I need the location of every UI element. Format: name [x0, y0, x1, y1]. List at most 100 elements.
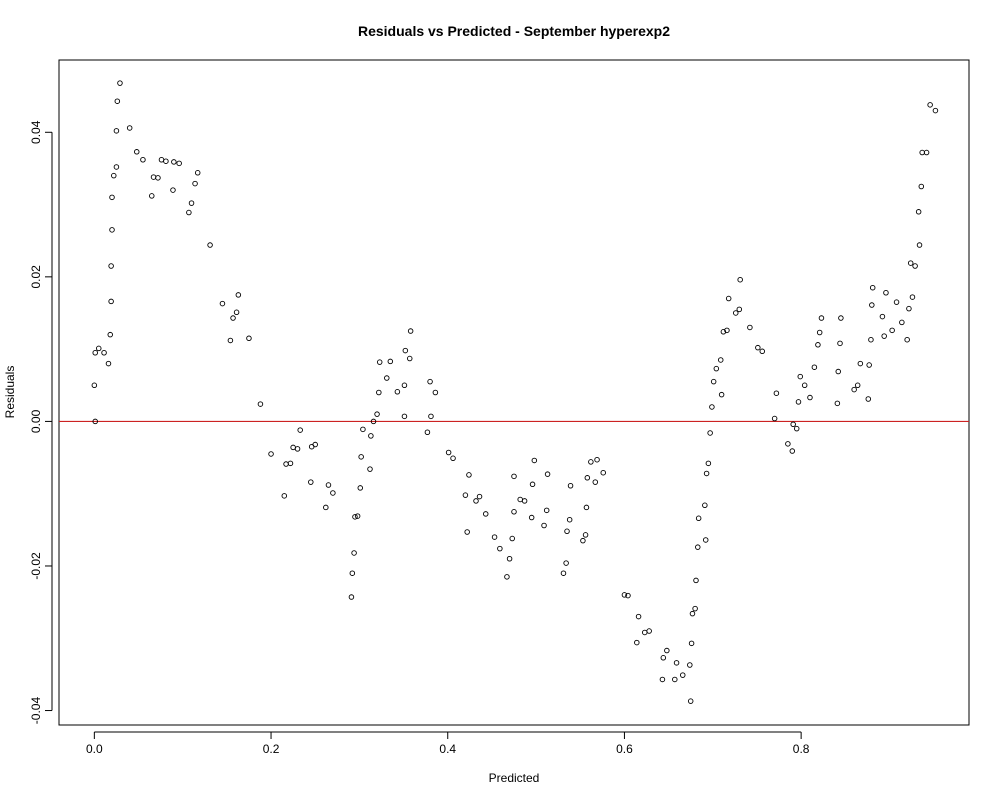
data-point: [107, 331, 113, 338]
data-point: [283, 461, 289, 467]
data-point: [445, 449, 452, 456]
data-point: [815, 342, 821, 348]
data-point: [785, 441, 791, 447]
data-point: [795, 399, 802, 405]
y-tick-label: -0.04: [29, 697, 43, 725]
data-point: [801, 382, 808, 389]
data-point: [511, 509, 517, 515]
data-point: [509, 535, 515, 542]
data-point: [541, 522, 547, 529]
x-tick-label: 0.2: [263, 742, 280, 756]
data-point: [155, 175, 161, 181]
data-point: [835, 368, 841, 375]
data-point: [370, 418, 377, 425]
data-point: [358, 454, 364, 460]
data-point: [889, 327, 895, 334]
data-point: [354, 513, 361, 519]
data-point: [672, 676, 678, 683]
data-point: [394, 389, 401, 395]
data-point: [566, 516, 573, 523]
data-point: [709, 404, 715, 410]
data-points: [91, 80, 939, 704]
data-point: [893, 299, 900, 305]
data-point: [529, 481, 536, 488]
data-point: [594, 456, 600, 463]
data-point: [659, 676, 666, 683]
data-point: [688, 640, 695, 647]
data-point: [635, 613, 642, 620]
x-tick-label: 0.4: [439, 742, 456, 756]
data-point: [755, 344, 761, 351]
data-point: [171, 159, 177, 165]
data-point: [904, 336, 910, 343]
data-point: [308, 479, 314, 485]
data-point: [932, 107, 939, 114]
data-point: [170, 187, 176, 193]
data-point: [323, 504, 329, 511]
data-point: [176, 160, 182, 167]
data-point: [705, 460, 712, 467]
data-point: [351, 550, 357, 556]
data-point: [133, 149, 140, 155]
data-point: [349, 570, 356, 576]
data-point: [528, 514, 535, 521]
data-point: [290, 444, 296, 451]
data-point: [687, 698, 694, 704]
data-point: [851, 386, 857, 393]
data-point: [268, 451, 274, 457]
data-point: [113, 164, 120, 170]
data-point: [724, 327, 730, 334]
y-axis-label: Residuals: [3, 366, 17, 419]
data-point: [838, 315, 844, 321]
data-point: [679, 672, 686, 678]
data-point: [521, 498, 528, 504]
data-point: [402, 347, 409, 354]
data-point: [881, 333, 887, 339]
data-point: [580, 537, 586, 544]
data-point: [126, 125, 133, 131]
x-axis: 0.0 0.2 0.4 0.6 0.8: [86, 731, 810, 756]
data-point: [543, 507, 550, 514]
data-point: [287, 460, 294, 467]
data-point: [912, 263, 918, 269]
data-point: [432, 389, 439, 396]
data-point: [407, 328, 414, 334]
data-point: [866, 362, 872, 368]
chart-title: Residuals vs Predicted - September hyper…: [358, 23, 670, 39]
data-point: [915, 209, 922, 215]
data-point: [92, 349, 98, 356]
data-point: [111, 172, 117, 179]
data-point: [149, 193, 155, 199]
data-point: [109, 227, 115, 233]
data-point: [725, 295, 732, 302]
data-point: [427, 378, 433, 385]
data-point: [108, 263, 114, 269]
data-point: [927, 102, 933, 108]
data-point: [482, 511, 489, 517]
y-tick-label: 0.00: [29, 409, 43, 433]
data-point: [664, 647, 670, 654]
data-point: [642, 629, 648, 636]
data-point: [906, 305, 912, 312]
data-point: [101, 349, 107, 356]
x-axis-label: Predicted: [489, 771, 540, 785]
data-point: [560, 570, 567, 576]
data-point: [693, 577, 699, 584]
data-point: [869, 302, 875, 308]
data-point: [588, 459, 594, 465]
y-tick-label: -0.02: [29, 552, 43, 580]
data-point: [158, 156, 165, 163]
data-point: [140, 156, 146, 163]
data-point: [376, 359, 383, 365]
data-point: [737, 276, 743, 283]
data-point: [883, 290, 889, 296]
y-axis: -0.04 -0.02 0.00 0.02 0.04: [29, 120, 53, 725]
data-point: [497, 545, 503, 552]
data-point: [837, 340, 843, 347]
data-point: [702, 537, 709, 543]
data-point: [793, 425, 800, 432]
data-point: [462, 492, 469, 498]
data-point: [695, 544, 701, 550]
data-point: [517, 496, 523, 503]
data-point: [233, 309, 240, 316]
